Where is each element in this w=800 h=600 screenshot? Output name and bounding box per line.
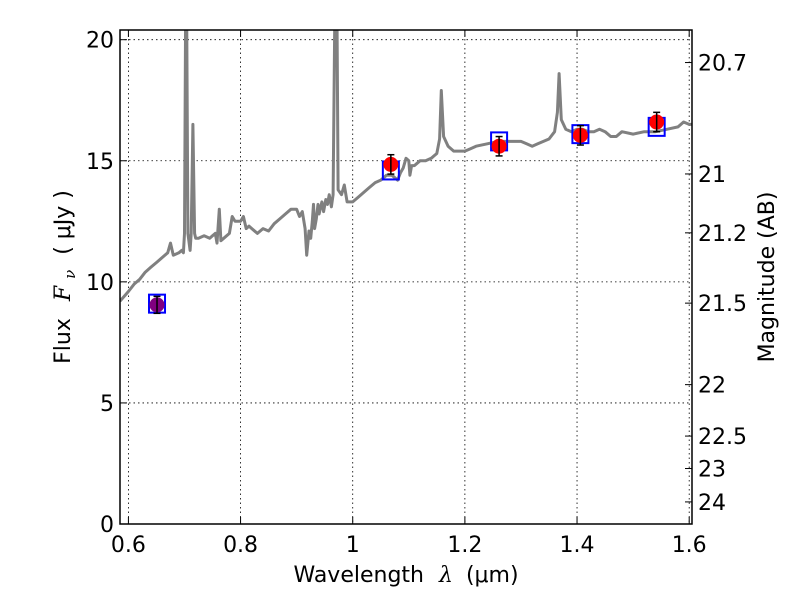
x-tick-label: 1 <box>346 533 360 558</box>
y2-tick-label: 22.5 <box>698 425 747 450</box>
y2-tick-label: 21 <box>698 163 726 188</box>
plot-frame <box>119 29 693 525</box>
y-tick-label: 0 <box>100 513 114 538</box>
y2-tick-label: 22 <box>698 374 726 399</box>
y-tick-label: 10 <box>86 271 114 296</box>
y2-tick-label: 20.7 <box>698 52 747 77</box>
y-tick-label: 5 <box>100 392 114 417</box>
x-tick-label: 1.2 <box>447 533 482 558</box>
spectrum-line <box>120 30 692 303</box>
y2-tick-label: 23 <box>698 458 726 483</box>
y2-axis-title: Magnitude (AB) <box>755 192 780 363</box>
y-axis-title: Flux F ν ( μJy ) <box>51 190 81 364</box>
y-tick-label: 20 <box>86 29 114 54</box>
y2-tick-label: 24 <box>698 491 726 516</box>
x-tick-label: 0.6 <box>111 533 146 558</box>
x-tick-label: 0.8 <box>223 533 258 558</box>
grid-lines <box>120 30 692 524</box>
y2-tick-label: 21.5 <box>698 292 747 317</box>
x-tick-label: 1.6 <box>672 533 707 558</box>
x-tick-label: 1.4 <box>560 533 595 558</box>
y-tick-label: 15 <box>86 150 114 175</box>
data-markers <box>148 111 666 315</box>
axis-ticks <box>120 30 692 525</box>
x-axis-title: Wavelength λ (μm) <box>293 563 518 588</box>
y2-tick-label: 21.2 <box>698 222 747 247</box>
